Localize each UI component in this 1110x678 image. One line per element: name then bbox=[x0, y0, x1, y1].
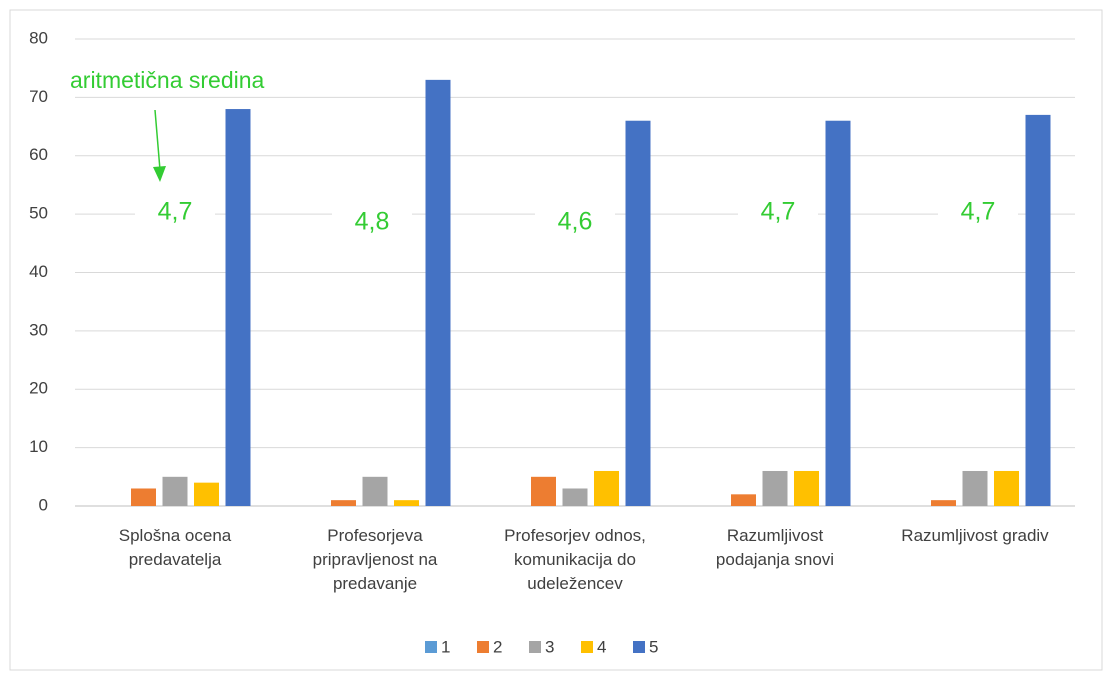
bar bbox=[625, 120, 651, 506]
bar bbox=[562, 488, 588, 506]
legend-label: 1 bbox=[441, 637, 450, 656]
annotation: 4,8 bbox=[355, 208, 390, 236]
annotation: 4,7 bbox=[761, 198, 796, 226]
annotation-bg bbox=[738, 193, 818, 233]
y-tick-label: 60 bbox=[29, 145, 48, 164]
legend-swatch bbox=[633, 641, 645, 653]
bar bbox=[1025, 114, 1051, 506]
bar bbox=[162, 476, 188, 506]
annotation: 4,7 bbox=[158, 198, 193, 226]
bar bbox=[994, 470, 1019, 506]
bar bbox=[731, 494, 756, 506]
annotation: aritmetična sredina bbox=[70, 67, 265, 93]
annotation: 4,7 bbox=[961, 198, 996, 226]
annotation: 4,6 bbox=[558, 208, 593, 236]
x-tick-label: Profesorjev odnos, komunikacija do udele… bbox=[504, 526, 646, 593]
x-tick-label: Razumljivost gradiv bbox=[901, 526, 1049, 545]
bar bbox=[194, 482, 219, 506]
legend-swatch bbox=[529, 641, 541, 653]
y-tick-label: 70 bbox=[29, 87, 48, 106]
legend-label: 2 bbox=[493, 637, 502, 656]
legend-swatch bbox=[425, 641, 437, 653]
annotation-bg bbox=[332, 203, 412, 243]
legend-label: 4 bbox=[597, 637, 606, 656]
annotation-arrowhead bbox=[153, 166, 166, 182]
bar bbox=[331, 500, 356, 506]
y-tick-label: 0 bbox=[39, 495, 48, 514]
bar bbox=[225, 109, 251, 507]
bar bbox=[594, 470, 619, 506]
bar bbox=[931, 500, 956, 506]
annotation-bg bbox=[938, 193, 1018, 233]
y-tick-label: 10 bbox=[29, 437, 48, 456]
legend-label: 5 bbox=[649, 637, 658, 656]
legend-label: 3 bbox=[545, 637, 554, 656]
bar bbox=[762, 470, 788, 506]
y-tick-label: 30 bbox=[29, 320, 48, 339]
bar bbox=[425, 79, 451, 507]
bar bbox=[131, 488, 156, 506]
chart-border bbox=[9, 9, 1103, 671]
bar bbox=[531, 476, 556, 506]
annotation-arrow bbox=[154, 109, 161, 171]
annotation-bg bbox=[135, 193, 215, 233]
y-tick-label: 20 bbox=[29, 379, 48, 398]
y-tick-label: 40 bbox=[29, 262, 48, 281]
bar bbox=[394, 500, 419, 506]
legend-swatch bbox=[581, 641, 593, 653]
y-tick-label: 50 bbox=[29, 204, 48, 223]
bar bbox=[962, 470, 988, 506]
bar bbox=[825, 120, 851, 506]
bar bbox=[794, 470, 819, 506]
y-tick-label: 80 bbox=[29, 28, 48, 47]
x-tick-label: Razumljivost podajanja snovi bbox=[715, 526, 835, 569]
annotation-bg bbox=[535, 203, 615, 243]
legend-swatch bbox=[477, 641, 489, 653]
x-tick-label: Profesorjeva pripravljenost na predavanj… bbox=[312, 526, 438, 593]
bar bbox=[362, 476, 388, 506]
x-tick-label: Splošna ocena predavatelja bbox=[118, 526, 232, 569]
